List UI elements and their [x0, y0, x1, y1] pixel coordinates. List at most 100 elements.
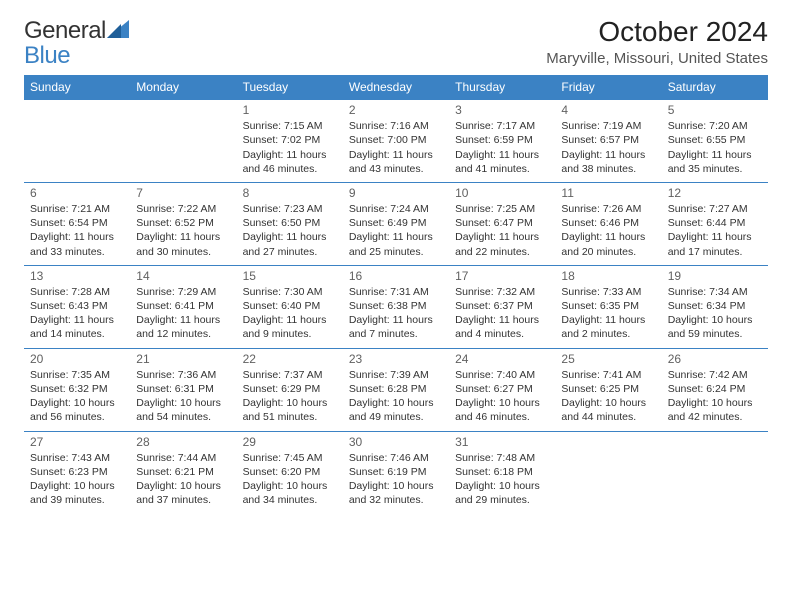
day-number: 3	[455, 102, 549, 118]
weekday-header: Thursday	[449, 75, 555, 100]
day-cell: 20Sunrise: 7:35 AMSunset: 6:32 PMDayligh…	[24, 348, 130, 431]
sunset-text: Sunset: 6:44 PM	[668, 216, 762, 230]
sunset-text: Sunset: 6:43 PM	[30, 299, 124, 313]
daylight-text: Daylight: 10 hours and 39 minutes.	[30, 479, 124, 507]
daylight-text: Daylight: 11 hours and 43 minutes.	[349, 148, 443, 176]
day-number: 18	[561, 268, 655, 284]
empty-cell	[24, 100, 130, 183]
brand-logo: General Blue	[24, 18, 129, 68]
sunset-text: Sunset: 6:24 PM	[668, 382, 762, 396]
weekday-header: Wednesday	[343, 75, 449, 100]
sunrise-text: Sunrise: 7:25 AM	[455, 202, 549, 216]
day-cell: 7Sunrise: 7:22 AMSunset: 6:52 PMDaylight…	[130, 182, 236, 265]
sunset-text: Sunset: 6:25 PM	[561, 382, 655, 396]
sunset-text: Sunset: 7:00 PM	[349, 133, 443, 147]
sunset-text: Sunset: 6:49 PM	[349, 216, 443, 230]
sunrise-text: Sunrise: 7:16 AM	[349, 119, 443, 133]
day-number: 1	[243, 102, 337, 118]
sunrise-text: Sunrise: 7:26 AM	[561, 202, 655, 216]
day-number: 17	[455, 268, 549, 284]
header-row: General Blue October 2024 Maryville, Mis…	[24, 18, 768, 73]
daylight-text: Daylight: 11 hours and 4 minutes.	[455, 313, 549, 341]
sunrise-text: Sunrise: 7:45 AM	[243, 451, 337, 465]
empty-cell	[555, 431, 661, 513]
sunset-text: Sunset: 6:38 PM	[349, 299, 443, 313]
sunset-text: Sunset: 6:29 PM	[243, 382, 337, 396]
location-text: Maryville, Missouri, United States	[546, 50, 768, 67]
day-cell: 2Sunrise: 7:16 AMSunset: 7:00 PMDaylight…	[343, 100, 449, 183]
sunset-text: Sunset: 6:40 PM	[243, 299, 337, 313]
sunset-text: Sunset: 6:57 PM	[561, 133, 655, 147]
daylight-text: Daylight: 11 hours and 41 minutes.	[455, 148, 549, 176]
day-number: 8	[243, 185, 337, 201]
day-cell: 23Sunrise: 7:39 AMSunset: 6:28 PMDayligh…	[343, 348, 449, 431]
day-number: 14	[136, 268, 230, 284]
sunrise-text: Sunrise: 7:22 AM	[136, 202, 230, 216]
sunset-text: Sunset: 6:41 PM	[136, 299, 230, 313]
daylight-text: Daylight: 11 hours and 30 minutes.	[136, 230, 230, 258]
day-number: 22	[243, 351, 337, 367]
month-title: October 2024	[546, 18, 768, 46]
day-cell: 25Sunrise: 7:41 AMSunset: 6:25 PMDayligh…	[555, 348, 661, 431]
sunset-text: Sunset: 6:46 PM	[561, 216, 655, 230]
sunrise-text: Sunrise: 7:40 AM	[455, 368, 549, 382]
sunset-text: Sunset: 6:37 PM	[455, 299, 549, 313]
daylight-text: Daylight: 10 hours and 29 minutes.	[455, 479, 549, 507]
daylight-text: Daylight: 11 hours and 17 minutes.	[668, 230, 762, 258]
daylight-text: Daylight: 11 hours and 2 minutes.	[561, 313, 655, 341]
daylight-text: Daylight: 11 hours and 22 minutes.	[455, 230, 549, 258]
day-cell: 26Sunrise: 7:42 AMSunset: 6:24 PMDayligh…	[662, 348, 768, 431]
day-number: 4	[561, 102, 655, 118]
sunrise-text: Sunrise: 7:15 AM	[243, 119, 337, 133]
day-cell: 8Sunrise: 7:23 AMSunset: 6:50 PMDaylight…	[237, 182, 343, 265]
day-number: 25	[561, 351, 655, 367]
day-cell: 14Sunrise: 7:29 AMSunset: 6:41 PMDayligh…	[130, 265, 236, 348]
day-number: 29	[243, 434, 337, 450]
sunset-text: Sunset: 6:34 PM	[668, 299, 762, 313]
sunrise-text: Sunrise: 7:28 AM	[30, 285, 124, 299]
day-number: 19	[668, 268, 762, 284]
sunrise-text: Sunrise: 7:24 AM	[349, 202, 443, 216]
daylight-text: Daylight: 10 hours and 44 minutes.	[561, 396, 655, 424]
day-number: 16	[349, 268, 443, 284]
day-cell: 27Sunrise: 7:43 AMSunset: 6:23 PMDayligh…	[24, 431, 130, 513]
sunrise-text: Sunrise: 7:21 AM	[30, 202, 124, 216]
calendar-week-row: 1Sunrise: 7:15 AMSunset: 7:02 PM Daylight…	[24, 100, 768, 183]
daylight-text: Daylight: 10 hours and 32 minutes.	[349, 479, 443, 507]
calendar-week-row: 20Sunrise: 7:35 AMSunset: 6:32 PMDayligh…	[24, 348, 768, 431]
daylight-text: Daylight: 11 hours and 25 minutes.	[349, 230, 443, 258]
day-number: 13	[30, 268, 124, 284]
day-number: 20	[30, 351, 124, 367]
sunset-text: Sunset: 6:28 PM	[349, 382, 443, 396]
sunrise-text: Sunrise: 7:44 AM	[136, 451, 230, 465]
day-cell: 18Sunrise: 7:33 AMSunset: 6:35 PMDayligh…	[555, 265, 661, 348]
sunset-text: Sunset: 6:27 PM	[455, 382, 549, 396]
day-cell: 15Sunrise: 7:30 AMSunset: 6:40 PMDayligh…	[237, 265, 343, 348]
sunset-text: Sunset: 6:35 PM	[561, 299, 655, 313]
weekday-header: Friday	[555, 75, 661, 100]
day-number: 2	[349, 102, 443, 118]
daylight-text: Daylight: 10 hours and 34 minutes.	[243, 479, 337, 507]
day-cell: 16Sunrise: 7:31 AMSunset: 6:38 PMDayligh…	[343, 265, 449, 348]
daylight-text: Daylight: 11 hours and 33 minutes.	[30, 230, 124, 258]
day-cell: 11Sunrise: 7:26 AMSunset: 6:46 PMDayligh…	[555, 182, 661, 265]
brand-word-1: General	[24, 17, 106, 44]
calendar-table: SundayMondayTuesdayWednesdayThursdayFrid…	[24, 75, 768, 513]
sunset-text: Sunset: 6:59 PM	[455, 133, 549, 147]
day-number: 12	[668, 185, 762, 201]
daylight-text: Daylight: 10 hours and 37 minutes.	[136, 479, 230, 507]
daylight-text: Daylight: 11 hours and 27 minutes.	[243, 230, 337, 258]
sunrise-text: Sunrise: 7:34 AM	[668, 285, 762, 299]
calendar-week-row: 13Sunrise: 7:28 AMSunset: 6:43 PM Dayligh…	[24, 265, 768, 348]
daylight-text: Daylight: 11 hours and 9 minutes.	[243, 313, 337, 341]
day-number: 10	[455, 185, 549, 201]
empty-cell	[662, 431, 768, 513]
sunrise-text: Sunrise: 7:30 AM	[243, 285, 337, 299]
day-number: 27	[30, 434, 124, 450]
sunset-text: Sunset: 6:23 PM	[30, 465, 124, 479]
day-number: 23	[349, 351, 443, 367]
daylight-text: Daylight: 10 hours and 42 minutes.	[668, 396, 762, 424]
sunrise-text: Sunrise: 7:41 AM	[561, 368, 655, 382]
sunset-text: Sunset: 7:02 PM	[243, 133, 337, 147]
weekday-header: Sunday	[24, 75, 130, 100]
